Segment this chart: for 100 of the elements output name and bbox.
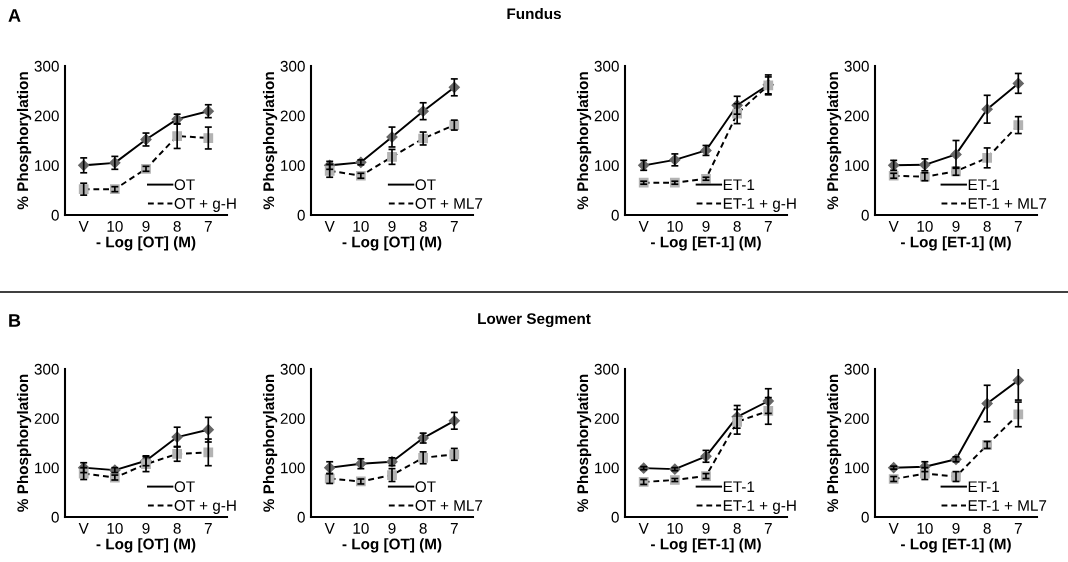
x-tick-label: 10 [353,522,369,534]
y-tick-label: 200 [280,413,305,425]
y-axis-title: % Phosphorylation [826,374,842,512]
legend-label: OT + ML7 [415,198,483,209]
x-axis-title: - Log [ET-1] (M) [901,538,1011,553]
x-tick-label: 8 [419,220,427,232]
x-tick-label: 9 [702,220,710,232]
y-tick-label: 100 [281,160,305,172]
y-tick-label: 200 [844,413,869,425]
y-axis-title: % Phosphorylation [826,72,842,210]
text: Lower Segment [478,313,591,328]
y-axis-title: % Phosphorylation [262,374,278,512]
text: A [8,9,21,22]
legend-label: ET-1 [968,481,1000,492]
legend-label: OT [415,179,436,191]
x-tick-label: 9 [952,522,960,534]
y-axis-title: % Phosphorylation [16,72,32,210]
legend-label: ET-1 + g-H [723,198,796,212]
x-tick-label: 8 [983,522,991,534]
x-axis-title: - Log [OT] (M) [342,538,442,553]
x-tick-label: 9 [702,522,710,534]
y-tick-label: 300 [280,363,305,375]
x-axis-title: - Log [OT] (M) [96,236,196,251]
x-tick-label: 8 [173,522,181,534]
legend-label: OT [174,481,195,493]
x-tick-label: 7 [204,221,212,232]
y-tick-label: 300 [34,60,59,72]
x-tick-label: 9 [952,220,960,232]
x-tick-label: 9 [142,522,150,534]
y-tick-label: 100 [845,160,869,172]
y-tick-label: 300 [594,363,619,375]
y-tick-label: 100 [595,160,619,172]
y-tick-label: 100 [35,462,59,474]
legend-label: OT [415,481,436,493]
x-tick-label: 9 [142,220,150,232]
y-tick-label: 100 [595,462,619,474]
x-tick-label: 8 [173,220,181,232]
x-tick-label: 10 [107,522,123,534]
y-tick-label: 0 [611,511,619,523]
x-tick-label: V [78,523,89,534]
x-tick-label: 10 [917,522,933,534]
x-axis-title: - Log [ET-1] (M) [651,236,761,251]
x-tick-label: 8 [983,220,991,232]
x-axis-title: - Log [ET-1] (M) [901,236,1011,251]
x-tick-label: V [324,221,335,232]
x-tick-label: V [638,221,649,232]
y-tick-label: 0 [297,511,305,523]
x-tick-label: V [78,221,89,232]
legend-label: ET-1 + g-H [723,500,796,514]
legend-label: ET-1 + ML7 [968,198,1047,209]
x-tick-label: 7 [1014,523,1022,534]
x-axis-title: - Log [OT] (M) [96,538,196,553]
y-tick-label: 0 [861,511,869,523]
x-tick-label: V [888,221,899,232]
y-axis-title: % Phosphorylation [262,72,278,210]
x-tick-label: 10 [107,220,123,232]
x-tick-label: 7 [1014,221,1022,232]
x-tick-label: 8 [419,522,427,534]
y-tick-label: 300 [844,363,869,375]
x-tick-label: V [324,523,335,534]
y-tick-label: 0 [861,209,869,221]
y-tick-label: 0 [611,209,619,221]
legend-label: OT + g-H [174,500,236,514]
x-tick-label: 8 [733,220,741,232]
y-tick-label: 200 [594,413,619,425]
y-tick-label: 200 [34,110,59,122]
x-tick-label: 10 [667,220,683,232]
y-tick-label: 200 [34,413,59,425]
y-tick-label: 0 [51,511,59,523]
legend-label: OT + g-H [174,198,236,212]
text: Fundus [507,7,561,20]
legend-label: ET-1 [723,481,755,492]
x-tick-label: 7 [764,523,772,534]
legend-label: OT + ML7 [415,500,483,511]
x-tick-label: 7 [764,221,772,232]
y-tick-label: 200 [844,110,869,122]
x-tick-label: 8 [733,522,741,534]
y-axis-title: % Phosphorylation [576,374,592,512]
y-tick-label: 100 [35,160,59,172]
y-tick-label: 200 [594,110,619,122]
x-tick-label: 9 [388,220,396,232]
legend-label: ET-1 [723,179,755,190]
x-tick-label: 7 [450,523,458,534]
x-tick-label: 10 [667,522,683,534]
y-tick-label: 300 [594,60,619,72]
y-tick-label: 300 [844,60,869,72]
legend-label: ET-1 [968,179,1000,190]
x-axis-title: - Log [OT] (M) [342,236,442,251]
y-tick-label: 200 [280,110,305,122]
legend-label: OT [174,179,195,191]
x-tick-label: V [638,523,649,534]
x-axis-title: - Log [ET-1] (M) [651,538,761,553]
text: B [9,314,21,327]
x-tick-label: 9 [388,522,396,534]
legend-label: ET-1 + ML7 [968,500,1047,511]
y-tick-label: 100 [281,462,305,474]
x-tick-label: 7 [204,523,212,534]
x-tick-label: 7 [450,221,458,232]
x-tick-label: V [888,523,899,534]
y-tick-label: 300 [280,60,305,72]
